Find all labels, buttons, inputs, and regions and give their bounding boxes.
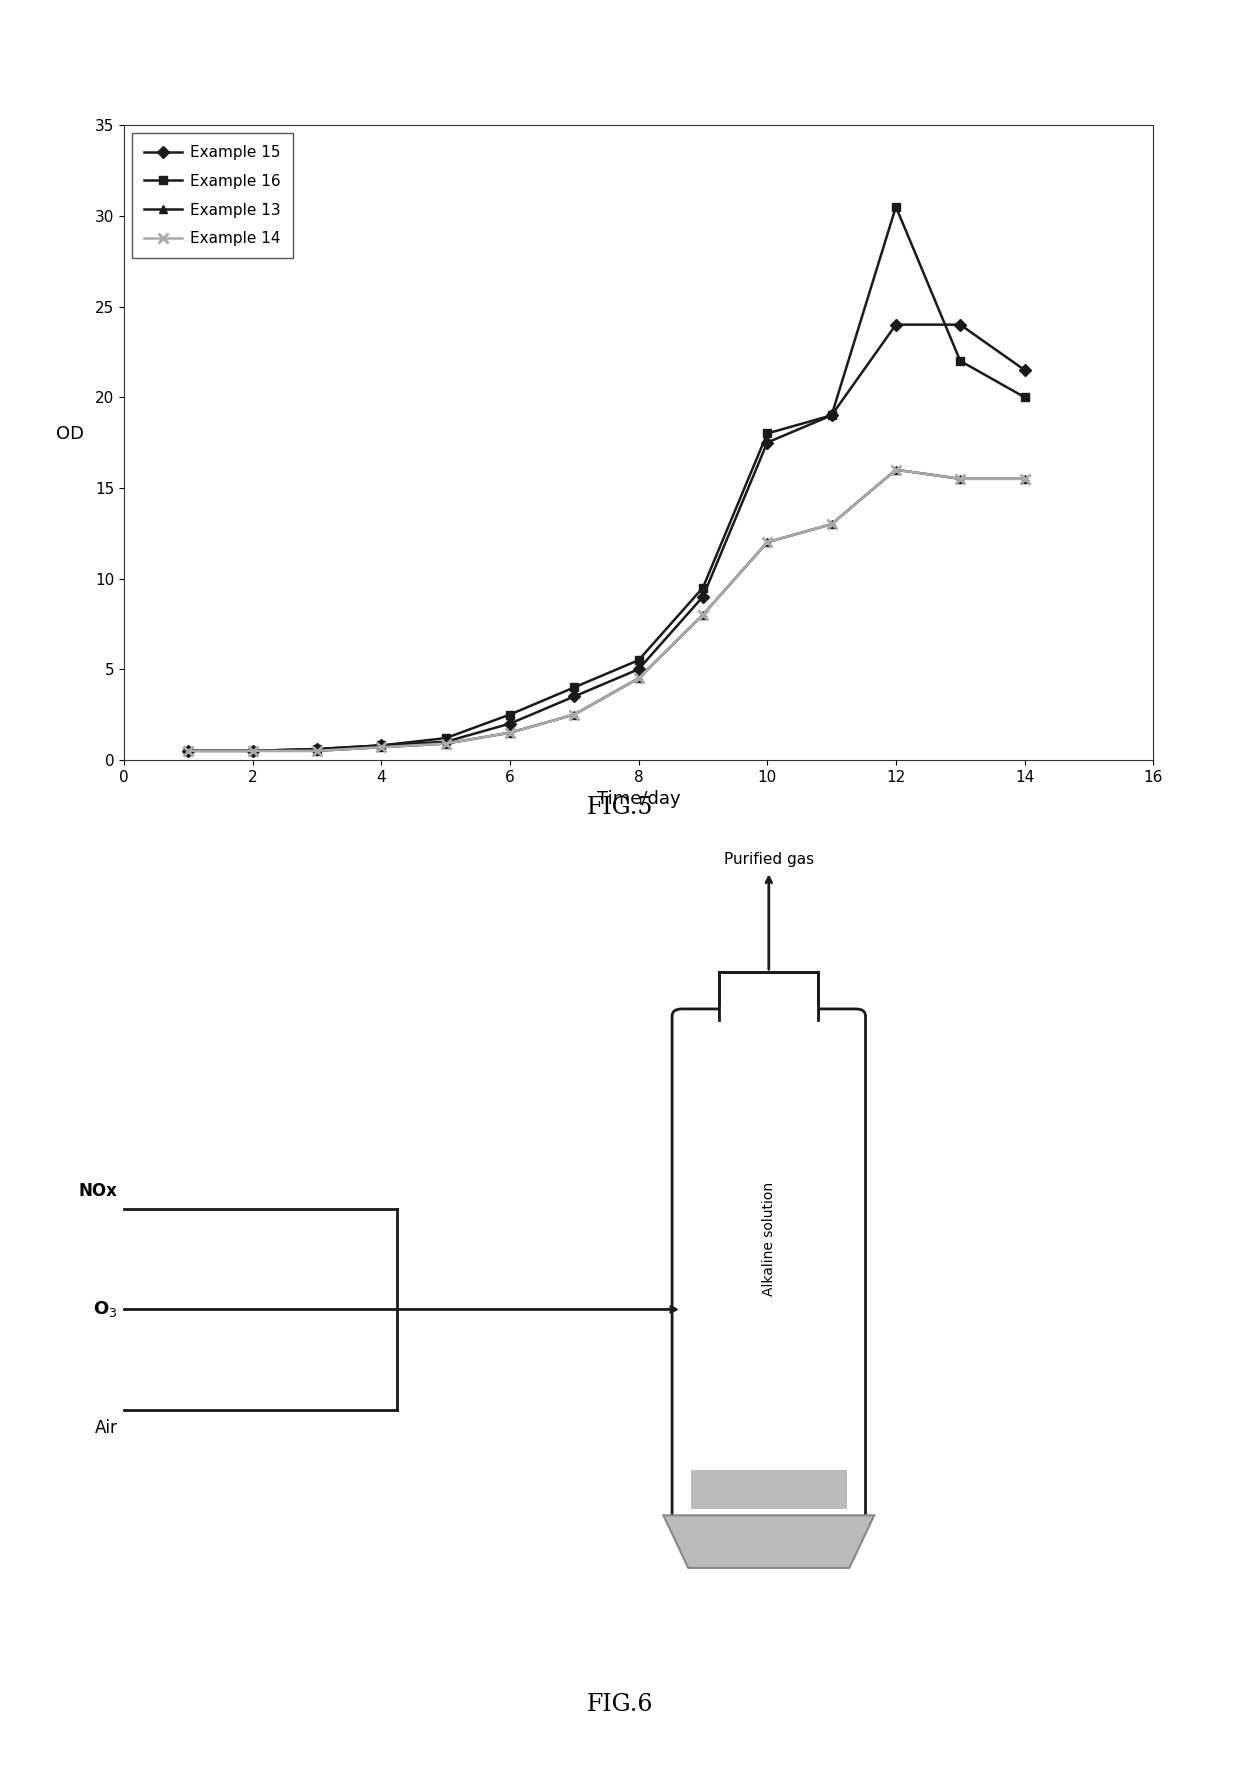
Example 15 [631,658,646,679]
Text: FIG.5: FIG.5 [587,796,653,819]
Example 16 [760,422,775,443]
Example 14 [888,460,903,481]
Example 14 [438,733,453,755]
Example 14 [631,667,646,688]
Example 14 [567,704,582,726]
Example 13 [696,604,711,626]
Example 13 [952,468,967,490]
Example 14 [952,468,967,490]
Line: Example 16: Example 16 [185,202,1029,755]
Example 15 [373,735,388,756]
Example 14 [181,740,196,762]
Example 13 [373,737,388,758]
Example 16 [502,704,517,726]
Example 13 [567,704,582,726]
Text: NOx: NOx [79,1182,118,1200]
Example 15 [567,687,582,708]
Text: FIG.6: FIG.6 [587,1693,653,1716]
Example 14 [825,513,839,535]
Line: Example 15: Example 15 [185,320,1029,755]
Example 16 [567,676,582,697]
Example 14 [1017,468,1032,490]
Example 14 [696,604,711,626]
Example 16 [825,404,839,426]
Example 15 [760,433,775,454]
Example 14 [502,722,517,744]
Example 15 [502,713,517,735]
Example 13 [760,531,775,552]
Polygon shape [663,1516,874,1568]
Example 15 [952,315,967,336]
Example 13 [246,740,260,762]
Example 16 [310,738,325,760]
Example 15 [696,586,711,608]
Example 14 [310,740,325,762]
Example 15 [310,738,325,760]
Example 14 [246,740,260,762]
Example 13 [310,740,325,762]
Example 14 [760,531,775,552]
Line: Example 13: Example 13 [185,465,1029,755]
Example 16 [631,649,646,670]
Bar [719,1005,818,1026]
X-axis label: Time/day: Time/day [596,790,681,808]
Example 13 [502,722,517,744]
Legend: Example 15, Example 16, Example 13, Example 14: Example 15, Example 16, Example 13, Exam… [131,132,293,259]
Example 16 [373,735,388,756]
Example 15 [888,315,903,336]
Example 13 [825,513,839,535]
Text: O$_3$: O$_3$ [93,1300,118,1320]
FancyBboxPatch shape [672,1008,866,1522]
Example 13 [631,667,646,688]
Text: Air: Air [95,1420,118,1438]
Bar [719,973,818,1016]
Example 15 [438,731,453,753]
Example 13 [1017,468,1032,490]
Text: Alkaline solution: Alkaline solution [761,1182,776,1296]
Example 16 [438,728,453,749]
Example 15 [181,740,196,762]
Example 13 [181,740,196,762]
Example 16 [1017,386,1032,408]
Example 16 [952,350,967,372]
Example 15 [246,740,260,762]
Bar [691,1470,847,1509]
Example 13 [888,460,903,481]
Example 14 [373,737,388,758]
Line: Example 14: Example 14 [184,465,1029,756]
Example 16 [696,578,711,599]
Example 13 [438,733,453,755]
Example 15 [1017,359,1032,381]
Example 16 [246,740,260,762]
Example 16 [888,197,903,218]
Text: Purified gas: Purified gas [724,853,813,867]
Example 15 [825,404,839,426]
Example 16 [181,740,196,762]
Y-axis label: OD: OD [56,424,84,443]
